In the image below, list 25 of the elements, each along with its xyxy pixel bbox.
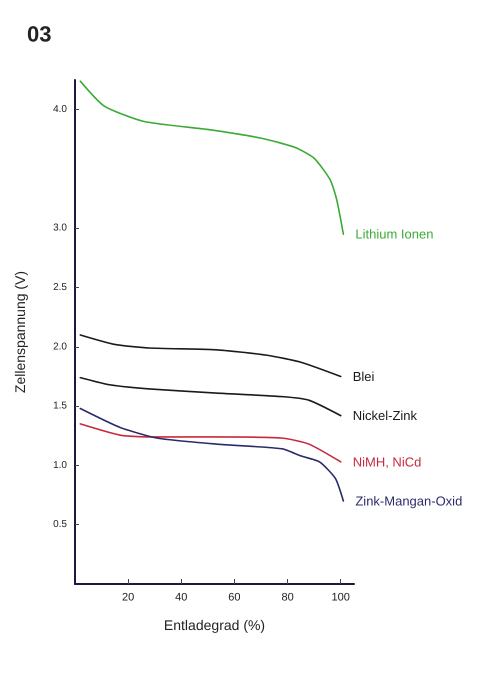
y-tick-label: 2.0 — [53, 341, 68, 352]
line-series — [80, 423, 342, 463]
y-tick-label: 3.0 — [53, 222, 68, 234]
y-tick-label: 1.0 — [53, 460, 68, 471]
series-label: Blei — [352, 368, 375, 384]
y-tick-label: 1.5 — [53, 400, 68, 412]
x-tick-label: 100 — [332, 592, 350, 604]
series-label: Lithium Ionen — [355, 226, 434, 242]
line-series — [80, 334, 342, 378]
y-tick-label: 4.0 — [53, 104, 68, 116]
y-tick-label: 0.5 — [53, 519, 68, 530]
series-label: Zink-Mangan-Oxid — [355, 493, 462, 508]
x-tick-label: 80 — [281, 592, 294, 604]
chart-title: 03 — [27, 22, 52, 46]
series-label: Nickel-Zink — [352, 408, 418, 424]
x-axis-title: Entladegrad (%) — [164, 617, 266, 633]
y-tick-label: 2.5 — [53, 282, 68, 294]
x-tick-label: 60 — [228, 592, 241, 604]
line-series — [80, 80, 344, 235]
line-series — [80, 408, 344, 502]
y-axis-title: Zellenspannung (V) — [12, 270, 28, 394]
x-tick-label: 20 — [122, 592, 134, 604]
series-label: NiMH, NiCd — [352, 454, 422, 470]
line-series — [80, 376, 342, 416]
x-tick-label: 40 — [175, 592, 188, 604]
